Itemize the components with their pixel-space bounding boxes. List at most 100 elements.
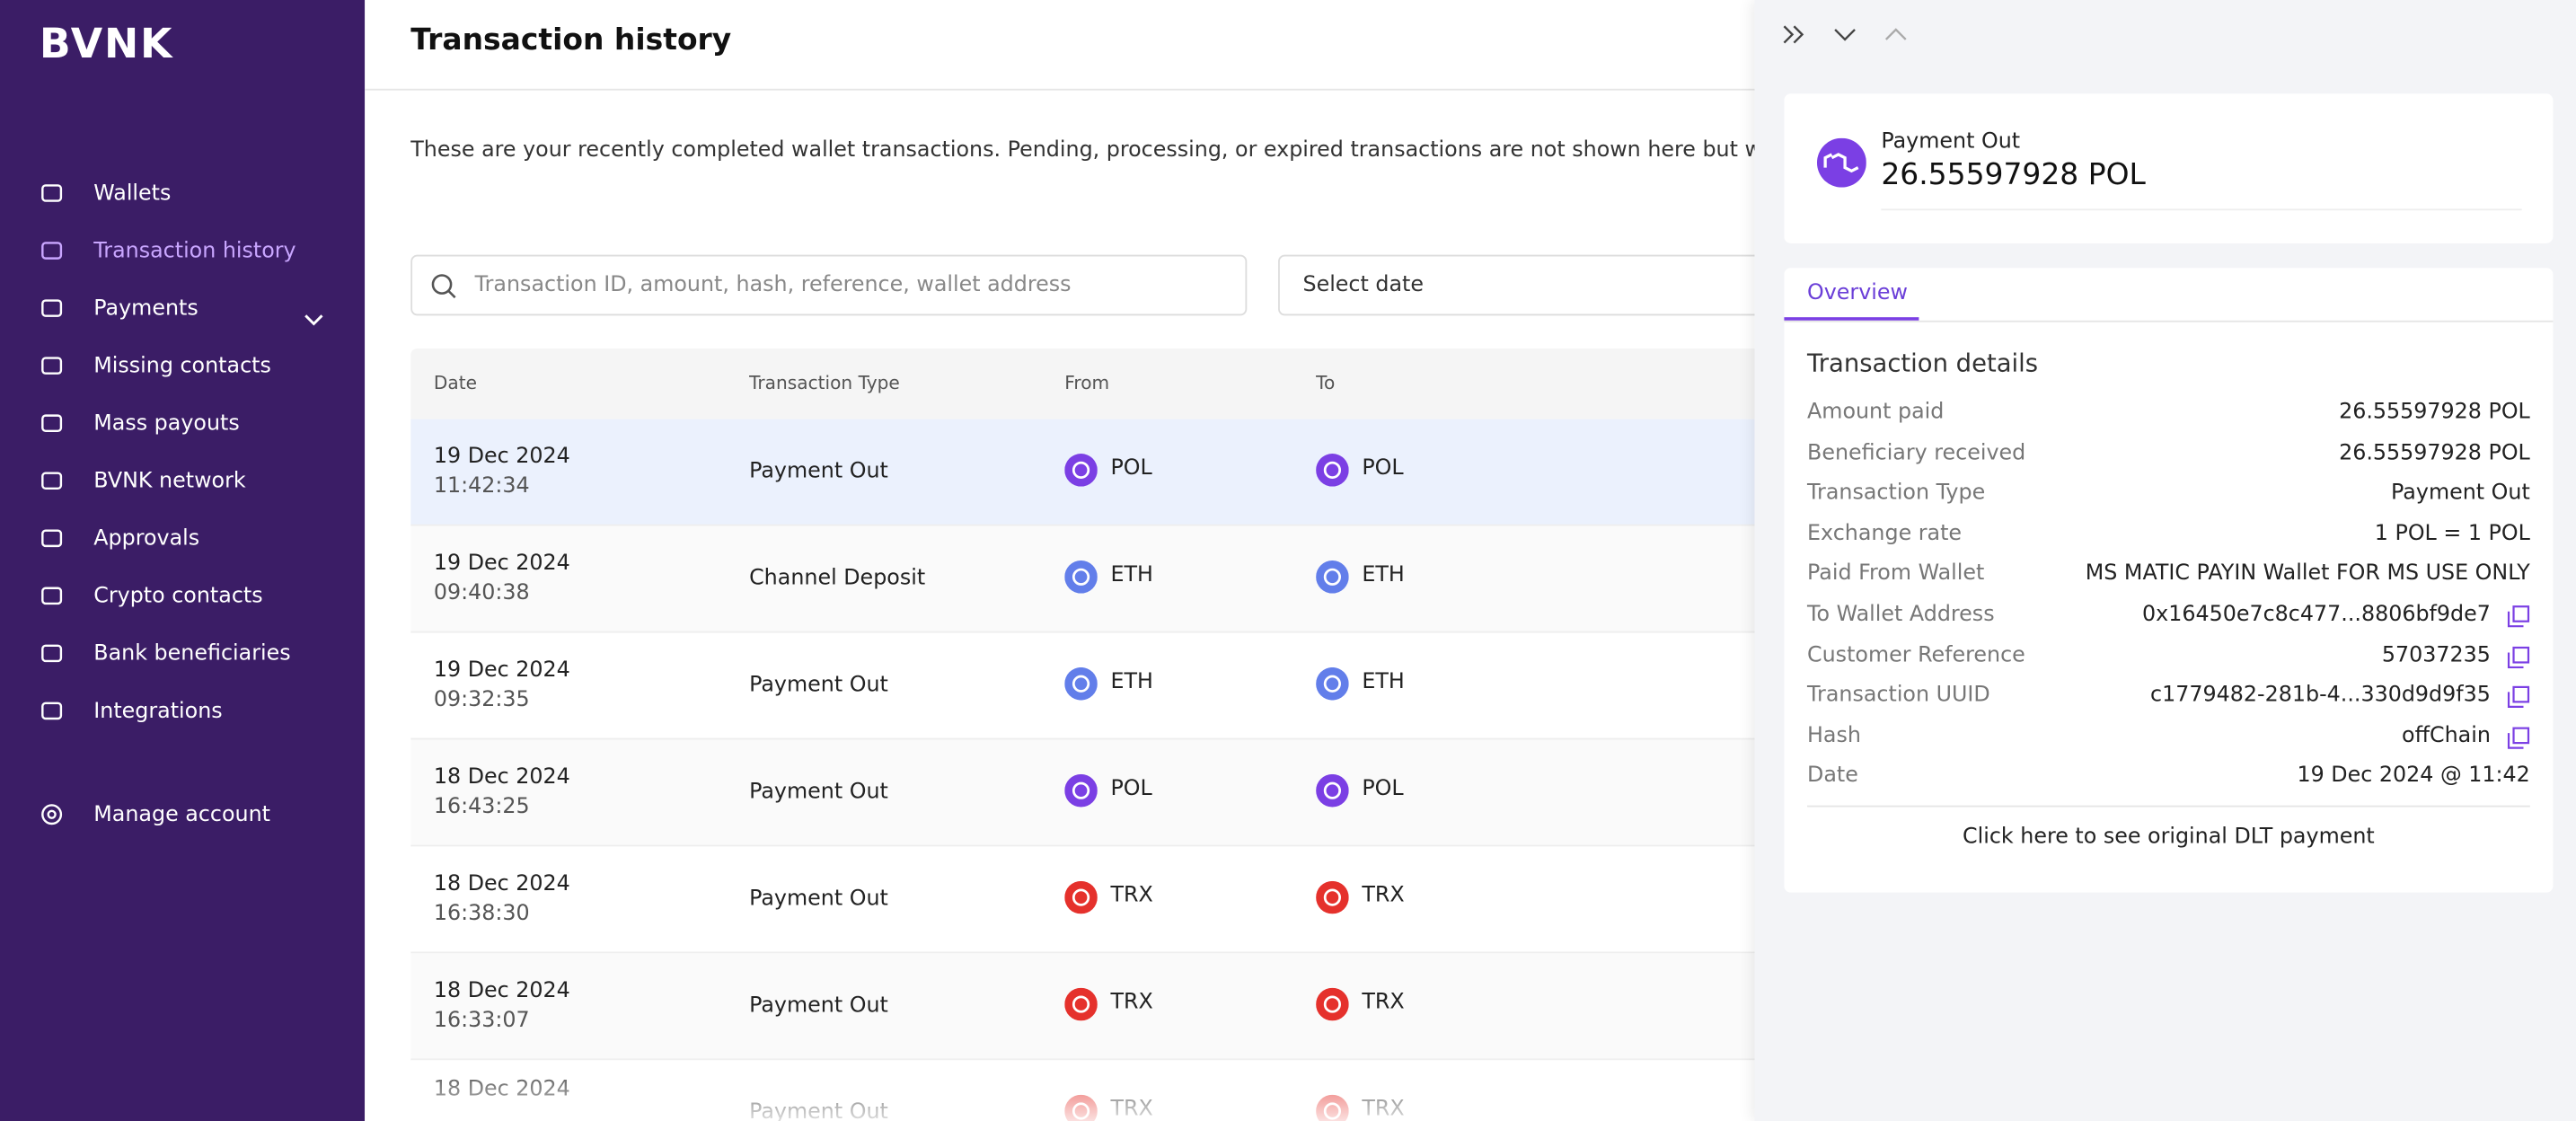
tab[interactable]: Overview xyxy=(1807,280,1908,306)
nav-item[interactable]: Integrations xyxy=(93,699,223,725)
panel-amount: 26.55597928 POL xyxy=(1881,157,2146,193)
nav-item[interactable]: Wallets xyxy=(93,181,172,207)
to-currency: ETH xyxy=(1362,562,1405,588)
from-currency: ETH xyxy=(1110,562,1153,588)
time: 09:32:35 xyxy=(433,687,530,713)
to-currency: TRX xyxy=(1362,990,1405,1015)
date: 19 Dec 2024 xyxy=(433,444,570,470)
detail-label: Paid From Wallet xyxy=(1807,561,1985,587)
coin-icon xyxy=(1064,773,1098,814)
date: 18 Dec 2024 xyxy=(433,871,570,897)
nav-icon xyxy=(40,181,64,205)
time: 16:33:07 xyxy=(433,1008,530,1034)
from-currency: POL xyxy=(1110,776,1152,802)
transaction-type: Channel Deposit xyxy=(749,566,926,591)
coin-icon xyxy=(1064,560,1098,600)
detail-label: Amount paid xyxy=(1807,400,1945,426)
date-placeholder: Select date xyxy=(1302,272,1425,298)
nav-icon xyxy=(40,296,64,320)
divider xyxy=(1807,805,2530,808)
search-placeholder: Transaction ID, amount, hash, reference,… xyxy=(474,272,1072,298)
transaction-type: Payment Out xyxy=(749,780,888,805)
column-header: To xyxy=(1316,372,1336,394)
nav-item[interactable]: Crypto contacts xyxy=(93,584,263,609)
date-picker[interactable]: Select date xyxy=(1278,254,1939,316)
nav-icon xyxy=(40,353,64,377)
description: These are your recently completed wallet… xyxy=(410,137,1938,163)
manage-account[interactable]: Manage account xyxy=(93,802,271,828)
from-currency: POL xyxy=(1110,455,1152,481)
from-currency: TRX xyxy=(1110,990,1153,1015)
nav-item[interactable]: Transaction history xyxy=(93,239,296,264)
nav-item[interactable]: Missing contacts xyxy=(93,354,271,379)
date: 19 Dec 2024 xyxy=(433,551,570,577)
detail-label: To Wallet Address xyxy=(1807,602,1995,628)
coin-icon xyxy=(1064,880,1098,921)
date: 18 Dec 2024 xyxy=(433,978,570,1004)
detail-value: 26.55597928 POL xyxy=(2339,440,2530,466)
copy-icon[interactable] xyxy=(2507,644,2530,675)
coin-icon xyxy=(1316,987,1349,1028)
transaction-type: Payment Out xyxy=(749,993,888,1019)
settings-icon xyxy=(41,804,63,825)
panel-type: Payment Out xyxy=(1881,129,2021,155)
search-icon xyxy=(431,274,456,299)
details-card: Overview Transaction details Click here … xyxy=(1784,268,2554,893)
nav-item[interactable]: Approvals xyxy=(93,526,200,552)
date: 18 Dec 2024 xyxy=(433,764,570,790)
section-title: Transaction details xyxy=(1807,348,2039,378)
detail-value: 57037235 xyxy=(2381,642,2491,668)
detail-value: c1779482-281b-4...330d9d9f35 xyxy=(2150,683,2491,709)
from-currency: ETH xyxy=(1110,669,1153,695)
time: 16:38:30 xyxy=(433,901,530,927)
coin-icon xyxy=(1316,454,1349,493)
panel-controls[interactable] xyxy=(1781,23,1945,47)
transaction-type: Payment Out xyxy=(749,673,888,698)
coin-icon xyxy=(1816,137,1866,188)
from-currency: TRX xyxy=(1110,883,1153,909)
detail-value: 19 Dec 2024 @ 11:42 xyxy=(2297,764,2530,790)
transaction-type: Payment Out xyxy=(749,459,888,484)
detail-label: Customer Reference xyxy=(1807,642,2025,668)
nav-icon xyxy=(40,469,64,493)
to-currency: POL xyxy=(1362,776,1404,802)
nav-item[interactable]: BVNK network xyxy=(93,469,246,494)
coin-icon xyxy=(1316,880,1349,921)
copy-icon[interactable] xyxy=(2507,725,2530,756)
detail-value: 1 POL = 1 POL xyxy=(2374,521,2530,547)
dlt-link[interactable]: Click here to see original DLT payment xyxy=(1963,825,2375,851)
divider xyxy=(1784,320,2554,322)
coin-icon xyxy=(1316,666,1349,707)
detail-value: offChain xyxy=(2402,723,2491,749)
detail-value: 0x16450e7c8c477...8806bf9de7 xyxy=(2142,602,2491,628)
column-header: From xyxy=(1064,372,1110,394)
to-currency: POL xyxy=(1362,455,1404,481)
copy-icon[interactable] xyxy=(2507,684,2530,716)
nav-item[interactable]: Mass payouts xyxy=(93,411,240,437)
detail-value: MS MATIC PAYIN Wallet FOR MS USE ONLY xyxy=(2085,561,2530,587)
divider xyxy=(1881,208,2522,211)
nav-item[interactable]: Payments xyxy=(93,296,198,322)
search-box[interactable]: Transaction ID, amount, hash, reference,… xyxy=(410,254,1248,316)
detail-label: Beneficiary received xyxy=(1807,440,2026,466)
to-currency: ETH xyxy=(1362,669,1405,695)
nav-icon xyxy=(40,410,64,435)
copy-icon[interactable] xyxy=(2507,604,2530,635)
detail-panel: Payment Out 26.55597928 POL Overview Tra… xyxy=(1754,0,2576,1121)
nav-item[interactable]: Bank beneficiaries xyxy=(93,641,291,667)
detail-value: Payment Out xyxy=(2391,481,2530,507)
time: 11:42:34 xyxy=(433,473,530,499)
tab-underline xyxy=(1784,317,1919,321)
time: 16:43:25 xyxy=(433,794,530,820)
coin-icon xyxy=(1316,560,1349,600)
detail-label: Hash xyxy=(1807,723,1861,749)
time: 09:40:38 xyxy=(433,580,530,606)
coin-icon xyxy=(1064,666,1098,707)
coin-icon xyxy=(1316,773,1349,814)
to-currency: TRX xyxy=(1362,883,1405,909)
nav-icon xyxy=(40,584,64,608)
sidebar: BVNK Wallets Transaction history Payments M… xyxy=(0,0,366,1121)
chevron xyxy=(304,303,323,334)
page-title: Transaction history xyxy=(410,22,732,58)
